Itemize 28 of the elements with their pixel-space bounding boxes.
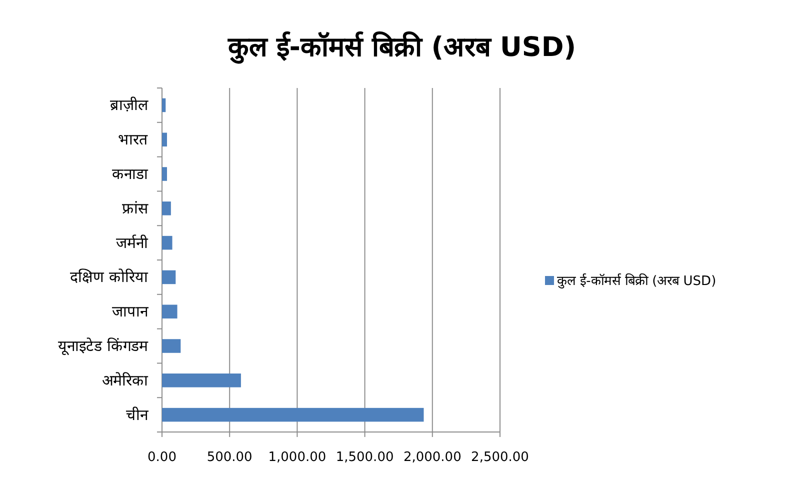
y-tick-label: फ्रांस	[122, 199, 149, 218]
y-tick-label: अमेरिका	[102, 371, 149, 390]
y-tick-label: ब्राज़ील	[110, 96, 149, 114]
y-tick-label: दक्षिण कोरिया	[70, 268, 149, 286]
bar	[162, 304, 178, 318]
bar	[162, 236, 172, 250]
bar	[162, 98, 166, 112]
x-tick-label: 2,500.00	[471, 450, 529, 465]
bar	[162, 339, 181, 353]
y-tick-label: कनाडा	[112, 165, 149, 183]
bar	[162, 374, 241, 388]
bar	[162, 132, 167, 146]
y-tick-label: जापान	[112, 302, 149, 321]
legend-label: कुल ई-कॉमर्स बिक्री (अरब USD)	[557, 273, 716, 289]
x-tick-label: 500.00	[206, 450, 252, 465]
x-tick-label: 0.00	[148, 450, 176, 465]
x-tick-label: 1,500.00	[336, 450, 394, 465]
bar	[162, 202, 171, 216]
y-tick-label: यूनाइटेड किंगडम	[58, 337, 149, 356]
y-tick-label: भारत	[118, 130, 148, 149]
x-tick-label: 1,000.00	[268, 450, 326, 465]
bar	[162, 167, 167, 181]
x-tick-label: 2,000.00	[403, 450, 462, 465]
bar	[162, 408, 424, 422]
chart-title: कुल ई-कॉमर्स बिक्री (अरब USD)	[226, 31, 576, 64]
y-tick-label: जर्मनी	[116, 234, 149, 252]
y-tick-label: चीन	[126, 406, 149, 424]
bar	[162, 270, 176, 284]
